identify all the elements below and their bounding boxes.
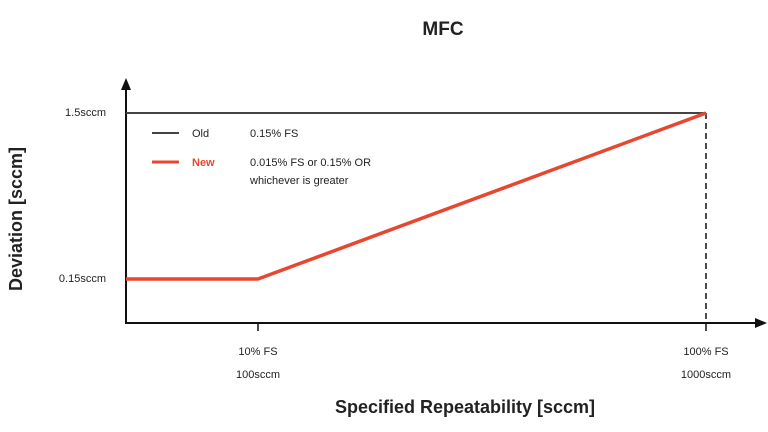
x-tick-sub-100sccm: 100sccm	[236, 369, 280, 381]
legend-new-name: New	[192, 157, 215, 169]
x-axis-arrow	[755, 318, 767, 328]
legend-old-desc: 0.15% FS	[250, 128, 298, 140]
y-tick-label-0-15: 0.15sccm	[59, 273, 106, 285]
legend: Old 0.15% FS New 0.015% FS or 0.15% OR w…	[152, 128, 371, 187]
legend-new-desc-line2: whichever is greater	[249, 175, 349, 187]
legend-old-name: Old	[192, 128, 209, 140]
y-axis-label: Deviation [sccm]	[6, 147, 26, 291]
chart-title: MFC	[422, 19, 463, 40]
y-tick-label-1-5: 1.5sccm	[65, 107, 106, 119]
x-axis-label: Specified Repeatability [sccm]	[335, 397, 595, 417]
legend-new-desc-line1: 0.015% FS or 0.15% OR	[250, 157, 371, 169]
y-axis-arrow	[121, 78, 131, 90]
series-new-line	[126, 111, 707, 281]
x-tick-label-100fs: 100% FS	[683, 346, 728, 358]
x-tick-label-10fs: 10% FS	[238, 346, 277, 358]
x-tick-sub-1000sccm: 1000sccm	[681, 369, 731, 381]
